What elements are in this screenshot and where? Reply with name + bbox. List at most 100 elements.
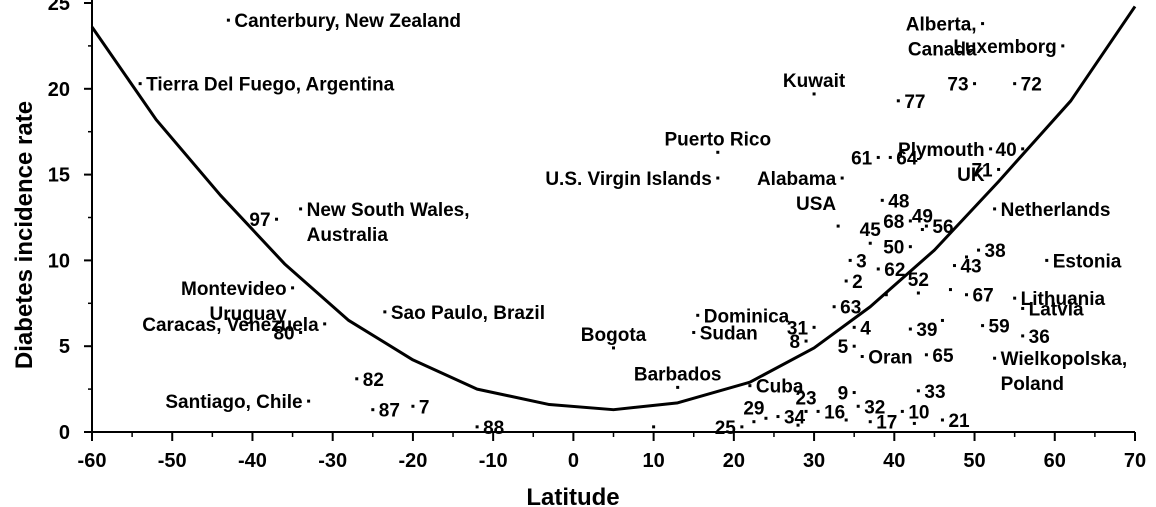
data-point: [371, 408, 375, 412]
point-label: Kuwait: [783, 71, 846, 92]
point-label: 21: [948, 411, 970, 432]
data-point: [908, 327, 912, 331]
y-tick-label: 5: [59, 336, 70, 358]
data-point: [752, 420, 756, 424]
data-point: [848, 258, 852, 262]
point-label: 9: [838, 384, 849, 405]
data-point: [940, 318, 944, 322]
data-point: [844, 418, 848, 422]
data-point: [912, 421, 916, 425]
point-label: 73: [947, 75, 968, 96]
fit-curve-layer: [90, 5, 1137, 412]
data-point: [716, 176, 720, 180]
point-label: Luxemborg: [953, 37, 1056, 58]
point-label: Dominica: [704, 306, 790, 327]
data-point: [860, 354, 864, 358]
point-label: 97: [249, 210, 270, 231]
point-label: 59: [989, 317, 1010, 338]
data-point: [856, 404, 860, 408]
point-label: Tierra Del Fuego, Argentina: [146, 75, 395, 96]
data-point: [804, 339, 808, 343]
data-point: [868, 241, 872, 245]
data-point: [1013, 296, 1017, 300]
point-label: 52: [908, 270, 929, 291]
point-label: 4: [860, 318, 871, 339]
x-tick-label: -30: [318, 450, 347, 472]
data-point: [764, 416, 768, 420]
data-point: [973, 82, 977, 86]
point-label-line2: Canada: [908, 40, 977, 61]
data-point: [924, 224, 928, 228]
data-point: [900, 409, 904, 413]
point-label: 88: [483, 418, 504, 439]
data-point: [696, 313, 700, 317]
point-label: 33: [924, 382, 945, 403]
data-point: [692, 330, 696, 334]
point-label: Santiago, Chile: [165, 392, 302, 413]
data-point: [993, 356, 997, 360]
data-point: [323, 322, 327, 326]
point-label: 63: [840, 298, 861, 319]
point-label: 31: [787, 318, 809, 339]
point-label: Puerto Rico: [664, 129, 771, 150]
point-label-line2: USA: [796, 194, 836, 215]
data-point: [852, 325, 856, 329]
data-point: [411, 404, 415, 408]
point-label: 17: [876, 413, 897, 434]
point-label: Alabama: [757, 169, 837, 190]
point-label: 7: [419, 397, 430, 418]
data-point: [880, 198, 884, 202]
x-tick-label: -60: [78, 450, 107, 472]
data-point: [612, 346, 615, 350]
data-point: [1045, 258, 1049, 262]
y-tick-label: 0: [59, 422, 70, 444]
data-point: [924, 353, 928, 357]
point-label: 32: [864, 397, 885, 418]
point-label: 40: [996, 140, 1017, 161]
data-point: [804, 409, 808, 413]
x-tick-label: 40: [883, 450, 905, 472]
data-point: [948, 288, 952, 292]
data-point: [844, 279, 848, 283]
x-tick-label: -20: [398, 450, 427, 472]
x-tick-label: 70: [1124, 450, 1146, 472]
point-label-line2: UK: [957, 165, 985, 186]
point-label-line2: Uruguay: [209, 304, 287, 325]
point-label: 49: [912, 207, 933, 228]
point-label: 2: [852, 272, 863, 293]
point-label: Alberta,: [906, 15, 977, 36]
fit-curve-line: [90, 5, 1137, 412]
data-point: [383, 310, 387, 314]
data-point: [981, 22, 985, 26]
point-label: 8: [789, 332, 800, 353]
y-axis-title: Diabetes incidence rate: [11, 101, 38, 369]
x-axis-title: Latitude: [526, 484, 619, 507]
point-label: Bogota: [581, 325, 647, 346]
point-label: Barbados: [634, 364, 722, 385]
point-label: Canterbury, New Zealand: [234, 11, 461, 32]
y-tick-label: 25: [48, 0, 70, 15]
data-point: [876, 155, 880, 159]
point-label: 36: [1029, 327, 1050, 348]
point-label: 5: [838, 337, 849, 358]
data-point: [740, 425, 744, 429]
point-label: 68: [883, 212, 904, 233]
points-layer: Canterbury, New Zealand Tierra Del Fuego,…: [138, 11, 1127, 439]
point-label: 38: [985, 241, 1006, 262]
data-point: [1021, 334, 1025, 338]
data-point: [1021, 306, 1025, 310]
point-label: 3: [856, 251, 867, 272]
point-label: Lithuania: [1021, 289, 1106, 310]
data-point: [716, 150, 720, 154]
data-point: [876, 267, 880, 271]
x-tick-label: -40: [238, 450, 267, 472]
x-tick-label: -50: [158, 450, 187, 472]
x-tick-label: 20: [723, 450, 745, 472]
point-label: Montevideo: [181, 279, 287, 300]
data-point: [852, 391, 856, 395]
axes: -60 -50 -40 -30 -20 -10 0 10 20 30 40 50 60 70 0 5 10 15 2…: [48, 0, 1146, 472]
point-label: 61: [851, 148, 873, 169]
point-label: Sudan: [700, 323, 758, 344]
data-point: [916, 389, 920, 393]
